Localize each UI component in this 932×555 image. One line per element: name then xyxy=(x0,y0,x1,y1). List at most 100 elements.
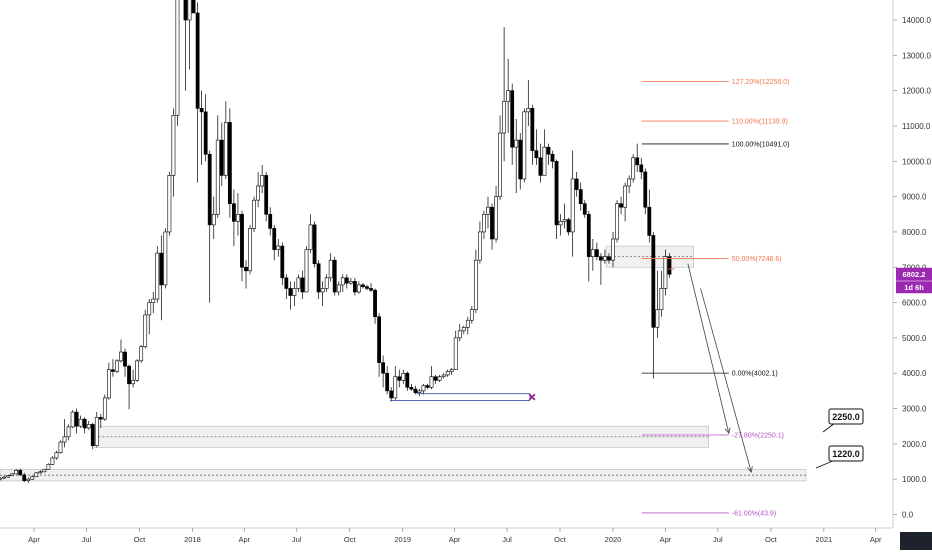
candle-body-down xyxy=(18,470,23,476)
x-tick-label: 2019 xyxy=(394,535,411,544)
candle-body-up xyxy=(348,281,353,284)
candle-body-up xyxy=(357,284,361,293)
candle-body-up xyxy=(276,245,281,250)
fib-level-label: 100.00%(10491.0) xyxy=(732,141,790,148)
candle-body-down xyxy=(227,122,232,204)
candle-body-up xyxy=(417,390,422,393)
candle-body-down xyxy=(312,224,317,265)
candles-layer xyxy=(0,0,672,484)
candle-body-down xyxy=(530,108,535,152)
fib-layer: 127.20%(12256.0) 110.00%(11139.9) 100.00%(… xyxy=(641,79,790,517)
x-tick-label: Apr xyxy=(870,535,882,544)
candle-body-up xyxy=(260,175,265,187)
candle-body-down xyxy=(546,146,551,155)
candle-body-down xyxy=(574,178,579,190)
fib-level-label: 0.00%(4002.1) xyxy=(732,371,778,378)
candle-body-down xyxy=(244,266,248,272)
candle-body-down xyxy=(582,203,587,215)
candle-body-up xyxy=(441,374,446,378)
candle-body-up xyxy=(506,90,511,102)
candle-body-down xyxy=(635,157,640,166)
candle-body-down xyxy=(405,372,410,388)
candle-body-up xyxy=(502,100,507,134)
candle-body-down xyxy=(219,139,224,176)
candle-body-up xyxy=(457,330,462,339)
candle-body-up xyxy=(175,0,180,116)
candle-body-up xyxy=(542,146,547,176)
candle-body-down xyxy=(538,157,543,176)
candle-body-down xyxy=(490,206,494,240)
candle-body-up xyxy=(6,475,10,478)
candle-body-down xyxy=(123,351,127,367)
candle-body-up xyxy=(611,238,615,261)
fib-level-label: -27.80%(2250.1) xyxy=(732,433,784,440)
candle-body-up xyxy=(437,376,442,381)
projection-arrow-head xyxy=(724,427,731,435)
candle-body-up xyxy=(171,115,176,176)
y-tick-label: 13000.0 xyxy=(902,51,931,60)
candle-body-up xyxy=(478,231,482,261)
y-tick-label: 14000.0 xyxy=(902,16,931,25)
x-tick-label: Oct xyxy=(344,535,357,544)
candle-body-up xyxy=(70,411,75,428)
candle-body-up xyxy=(58,441,63,453)
zone-layer xyxy=(0,245,807,482)
candle-body-up xyxy=(603,256,607,261)
countdown-badge xyxy=(896,281,932,294)
x-tick-label: Oct xyxy=(765,535,778,544)
candle-body-down xyxy=(586,213,591,257)
candle-body-up xyxy=(514,139,519,148)
candle-body-up xyxy=(78,418,83,427)
candle-body-down xyxy=(639,164,644,173)
candle-body-up xyxy=(26,478,31,481)
candle-body-up xyxy=(570,178,575,233)
candle-body-up xyxy=(562,219,567,222)
candle-body-up xyxy=(486,206,490,215)
candle-body-down xyxy=(288,288,293,296)
candle-body-down xyxy=(554,161,559,226)
candle-body-down xyxy=(22,474,27,481)
candle-body-up xyxy=(215,139,220,215)
candle-body-up xyxy=(393,376,398,399)
candle-body-up xyxy=(627,178,632,187)
candle-body-up xyxy=(292,288,297,296)
candle-body-down xyxy=(607,256,611,261)
candle-body-up xyxy=(106,369,111,399)
candle-body-down xyxy=(599,256,603,261)
fib-level-label: -61.00%(43.9) xyxy=(732,510,776,517)
candle-body-up xyxy=(10,473,14,476)
candle-body-up xyxy=(14,470,19,475)
candle-body-down xyxy=(240,213,244,268)
x-tick-label: Jul xyxy=(713,535,723,544)
candle-body-up xyxy=(655,309,660,328)
candle-body-up xyxy=(304,249,309,293)
fib-level-label: 127.20%(12256.0) xyxy=(732,79,790,86)
x-tick-label: Apr xyxy=(238,535,250,544)
candle-body-up xyxy=(461,327,466,332)
candle-body-down xyxy=(566,219,571,233)
countdown-label: 1d 6h xyxy=(904,283,924,292)
candle-body-down xyxy=(361,284,365,287)
y-tick-label: 5000.0 xyxy=(902,334,927,343)
candle-body-down xyxy=(651,235,656,328)
y-tick-label: 6000.0 xyxy=(902,299,927,308)
last-price-badge xyxy=(896,267,932,281)
projection-arrow-line xyxy=(687,263,730,434)
candle-body-up xyxy=(498,132,502,197)
candle-body-up xyxy=(167,175,172,233)
callout-box xyxy=(828,408,864,425)
logo-block xyxy=(900,532,932,550)
fib-level-label: 110.00%(11139.9) xyxy=(732,119,788,126)
last-price-label: 6802.2 xyxy=(903,270,926,279)
candle-body-up xyxy=(465,319,470,328)
candle-body-up xyxy=(256,185,261,201)
y-tick-label: 0.0 xyxy=(902,511,914,520)
drawings-layer: 2250.0 1220.0 xyxy=(390,263,864,474)
candle-body-down xyxy=(98,417,103,420)
candle-body-down xyxy=(413,388,418,393)
x-tick-label: Oct xyxy=(134,535,147,544)
x-tick-label: 2020 xyxy=(605,535,622,544)
